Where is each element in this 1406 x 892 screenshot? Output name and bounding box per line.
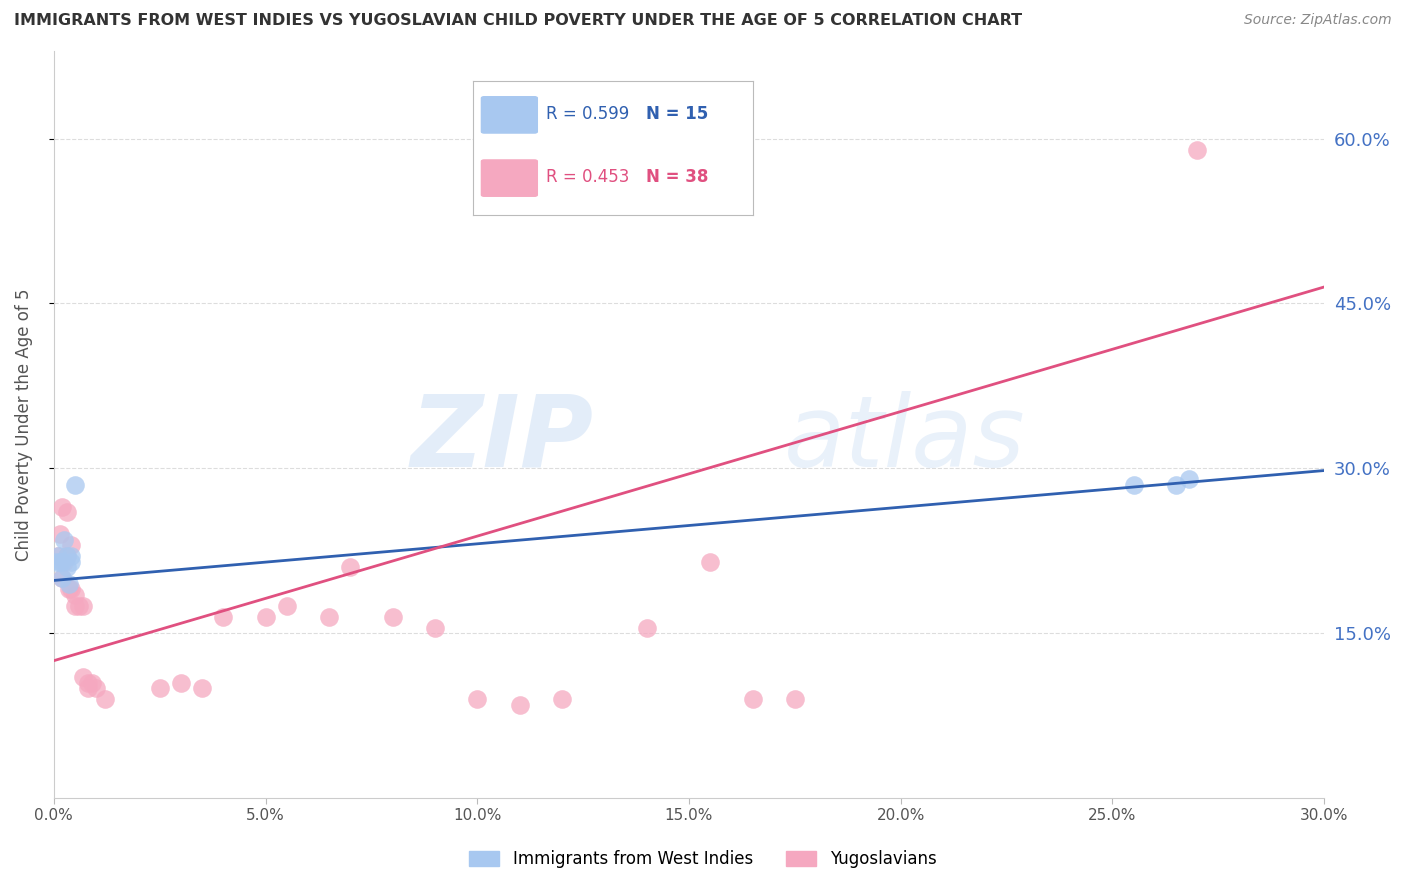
Point	[551, 692, 574, 706]
Point	[80, 675, 103, 690]
Legend: Immigrants from West Indies, Yugoslavians: Immigrants from West Indies, Yugoslavian…	[463, 844, 943, 875]
Point	[699, 555, 721, 569]
Point	[149, 681, 172, 695]
Point	[465, 692, 488, 706]
Point	[318, 609, 340, 624]
Point	[63, 599, 86, 613]
Point	[72, 670, 94, 684]
Point	[1164, 478, 1187, 492]
Point	[59, 582, 82, 597]
Point	[51, 500, 73, 514]
Point	[55, 560, 77, 574]
Point	[423, 621, 446, 635]
Point	[339, 560, 361, 574]
Point	[1122, 478, 1144, 492]
Point	[46, 549, 69, 564]
Point	[212, 609, 235, 624]
Point	[191, 681, 214, 695]
Point	[59, 538, 82, 552]
Point	[636, 621, 658, 635]
Point	[51, 571, 73, 585]
Point	[76, 675, 98, 690]
Point	[59, 555, 82, 569]
Point	[63, 478, 86, 492]
Text: ZIP: ZIP	[411, 391, 593, 488]
Point	[45, 555, 67, 569]
Point	[170, 675, 193, 690]
Point	[72, 599, 94, 613]
Y-axis label: Child Poverty Under the Age of 5: Child Poverty Under the Age of 5	[15, 288, 32, 560]
Point	[1185, 143, 1208, 157]
Point	[276, 599, 298, 613]
Point	[63, 588, 86, 602]
Point	[509, 698, 531, 712]
Point	[254, 609, 277, 624]
Point	[1177, 472, 1199, 486]
Point	[76, 681, 98, 695]
Text: Source: ZipAtlas.com: Source: ZipAtlas.com	[1244, 13, 1392, 28]
Point	[49, 555, 72, 569]
Point	[67, 599, 90, 613]
Point	[51, 571, 73, 585]
Point	[381, 609, 404, 624]
Point	[58, 582, 80, 597]
Point	[741, 692, 763, 706]
Point	[58, 576, 80, 591]
Point	[55, 505, 77, 519]
Point	[49, 527, 72, 541]
Point	[59, 549, 82, 564]
Text: IMMIGRANTS FROM WEST INDIES VS YUGOSLAVIAN CHILD POVERTY UNDER THE AGE OF 5 CORR: IMMIGRANTS FROM WEST INDIES VS YUGOSLAVI…	[14, 13, 1022, 29]
Point	[55, 549, 77, 564]
Point	[53, 555, 76, 569]
Point	[53, 533, 76, 547]
Text: atlas: atlas	[785, 391, 1026, 488]
Point	[51, 555, 73, 569]
Point	[55, 549, 77, 564]
Point	[84, 681, 107, 695]
Point	[93, 692, 115, 706]
Point	[783, 692, 806, 706]
Point	[46, 549, 69, 564]
